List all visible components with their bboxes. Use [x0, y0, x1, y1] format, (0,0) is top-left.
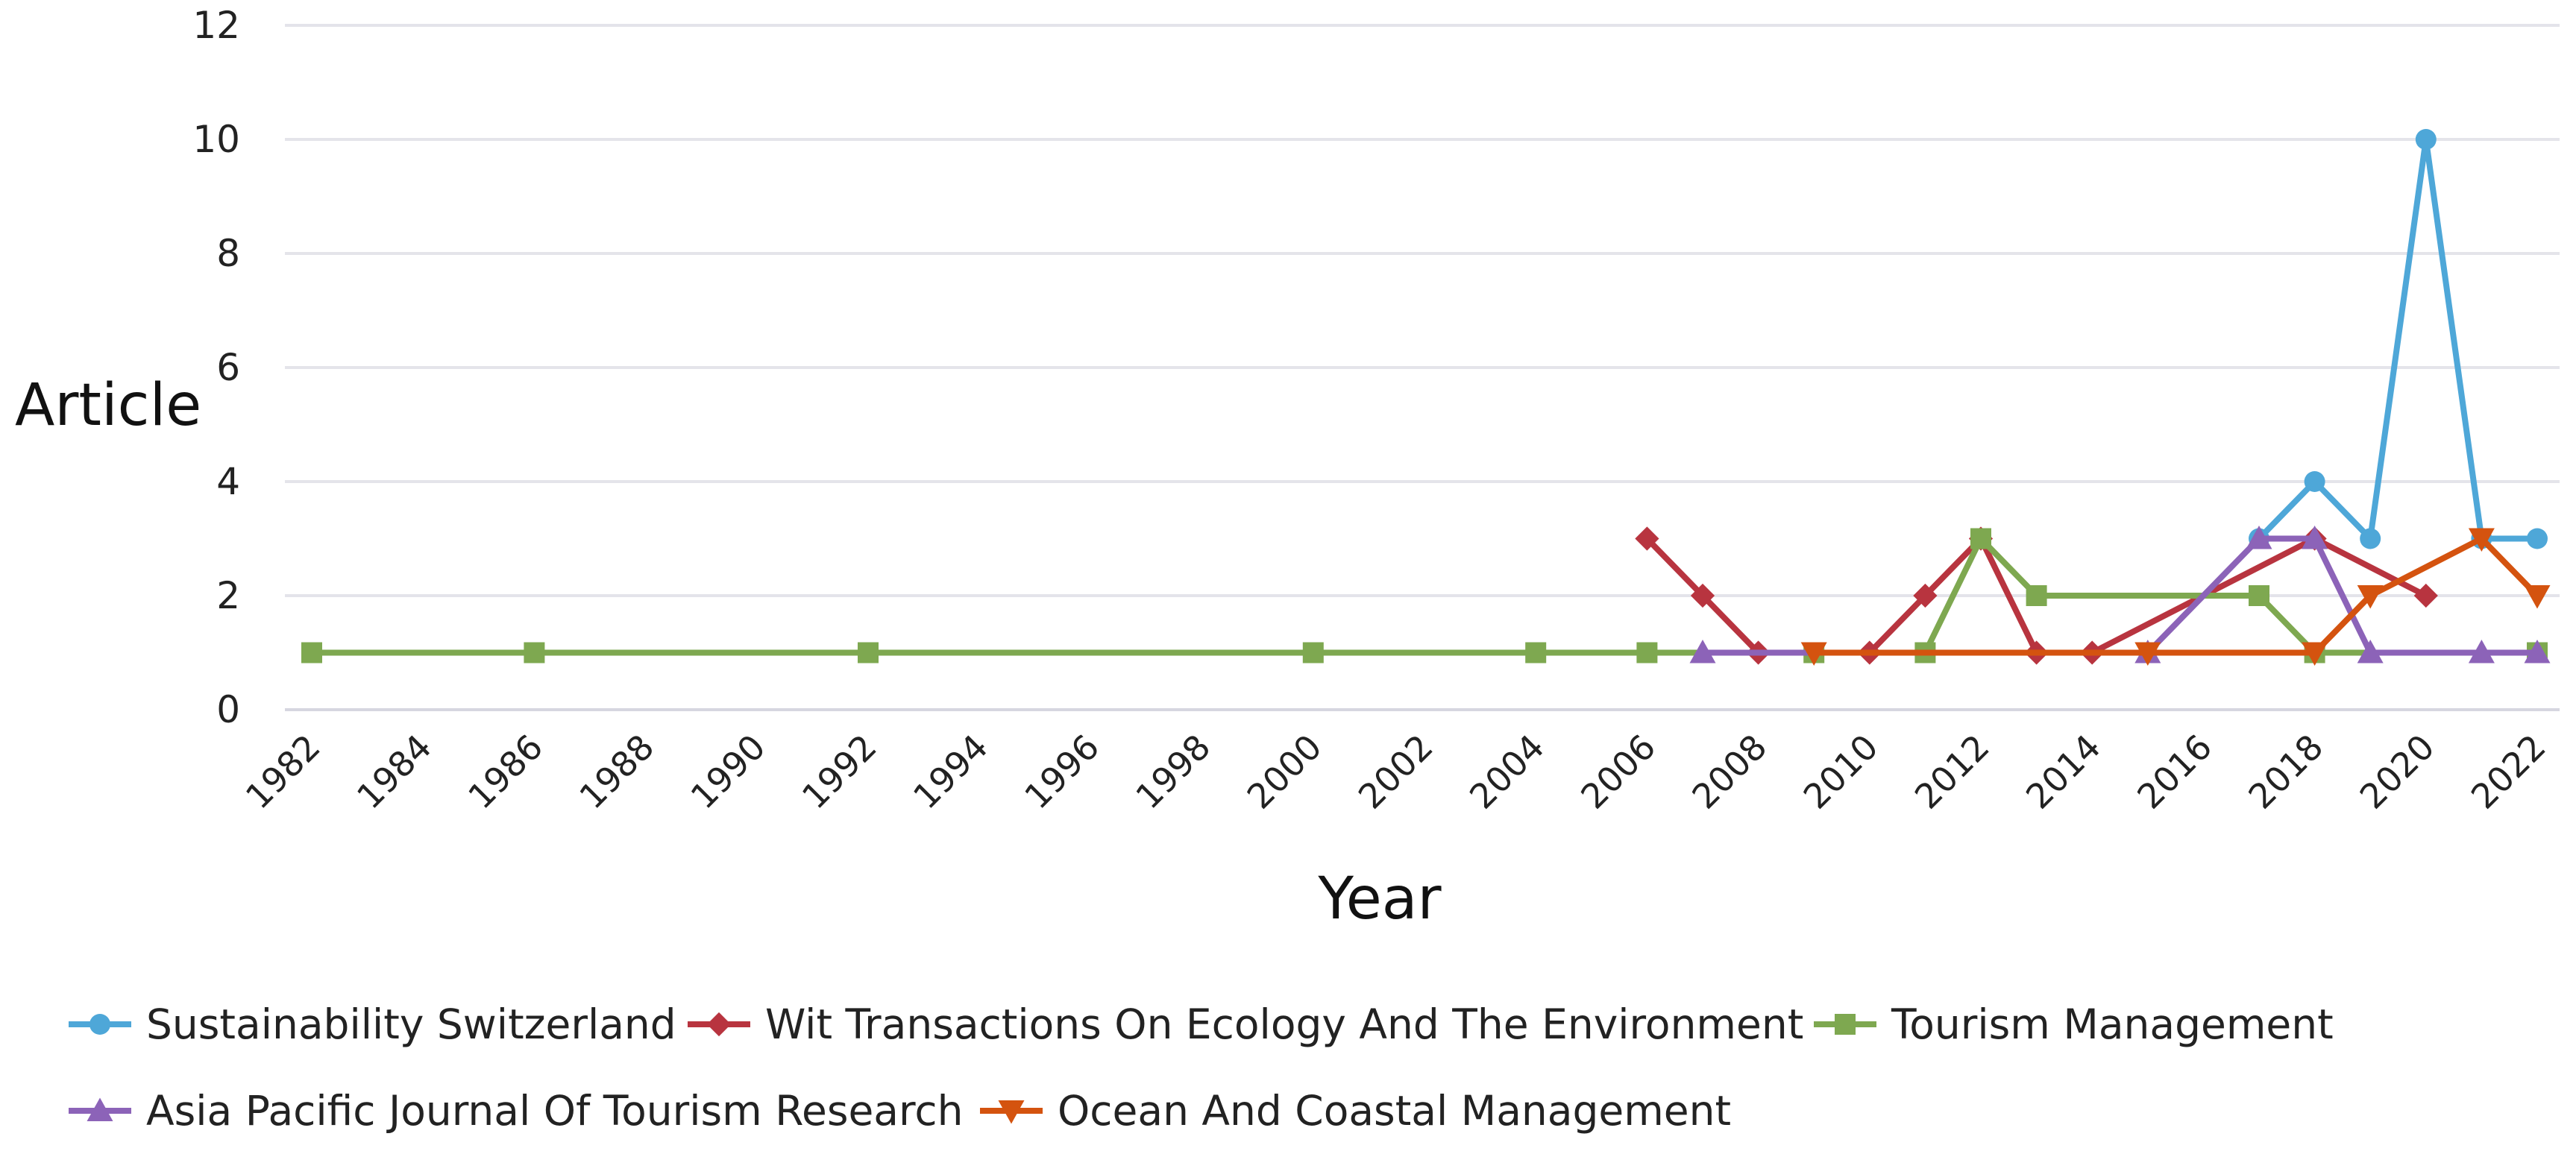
series	[301, 129, 2551, 666]
triangle-down-marker	[2468, 528, 2495, 552]
x-axis-title: Year	[1317, 866, 1442, 933]
triangle-up-marker	[87, 1097, 113, 1121]
x-tick-label: 2012	[1907, 727, 1997, 817]
diamond-marker	[1913, 583, 1938, 608]
circle-marker	[2415, 129, 2437, 150]
diamond-marker	[1635, 526, 1659, 551]
series-5	[1800, 528, 2551, 666]
y-tick-label: 8	[216, 232, 240, 275]
legend-label: Tourism Management	[1891, 1000, 2334, 1048]
x-tick-label: 2016	[2129, 727, 2220, 817]
x-tick-label: 2020	[2352, 727, 2443, 817]
legend-item: Ocean And Coastal Management	[980, 1087, 1731, 1135]
x-tick-label: 2000	[1240, 727, 1330, 817]
legend: Sustainability Switzerland Wit Transactio…	[69, 1000, 2334, 1135]
triangle-up-marker	[1689, 640, 1716, 663]
x-tick-label: 1994	[905, 727, 996, 817]
legend-item: Wit Transactions On Ecology And The Envi…	[688, 1000, 1803, 1048]
legend-item: Sustainability Switzerland	[69, 1000, 676, 1048]
square-marker	[1525, 642, 1547, 663]
legend-label: Ocean And Coastal Management	[1058, 1087, 1731, 1135]
y-tick-label: 6	[216, 346, 240, 389]
circle-marker	[2360, 528, 2381, 549]
y-tick-label: 10	[192, 118, 240, 161]
x-tick-label: 2010	[1796, 727, 1886, 817]
diamond-marker	[1690, 583, 1715, 608]
triangle-up-marker	[2524, 640, 2551, 663]
x-tick-label: 1988	[571, 727, 662, 817]
triangle-down-marker	[1800, 642, 1827, 666]
triangle-down-marker	[2357, 585, 2384, 609]
square-marker	[858, 642, 879, 663]
circle-marker	[89, 1014, 110, 1035]
legend-label: Asia Pacific Journal Of Tourism Research	[146, 1087, 964, 1135]
triangle-down-marker	[2302, 642, 2328, 666]
x-tick-label: 1998	[1128, 727, 1218, 817]
triangle-down-marker	[2134, 642, 2161, 666]
x-tick-label: 1992	[794, 727, 885, 817]
x-tick-label: 1984	[349, 727, 439, 817]
diamond-marker	[706, 1012, 732, 1037]
gridlines	[285, 24, 2560, 711]
y-tick-label: 4	[216, 460, 240, 503]
x-tick-label: 2002	[1351, 727, 1441, 817]
y-axis-ticks: 0 2 4 6 8 10 12	[192, 4, 240, 731]
x-tick-label: 1990	[683, 727, 773, 817]
x-tick-label: 2004	[1462, 727, 1552, 817]
series-1	[2249, 129, 2548, 549]
triangle-down-marker	[2524, 585, 2551, 609]
square-marker	[2249, 585, 2269, 606]
triangle-down-marker	[998, 1100, 1025, 1124]
diamond-marker	[2413, 583, 2438, 608]
x-tick-label: 2018	[2240, 727, 2331, 817]
legend-item: Tourism Management	[1814, 1000, 2334, 1048]
x-axis-ticks: 1982 1984 1986 1988 1990 1992 1994 1996 1998 2000…	[238, 727, 2554, 817]
x-tick-label: 1996	[1017, 727, 1107, 817]
y-tick-label: 12	[192, 4, 240, 47]
circle-marker	[2304, 471, 2325, 492]
triangle-up-marker	[2246, 526, 2272, 549]
triangle-up-marker	[2468, 640, 2495, 663]
series-line	[2256, 136, 2540, 542]
circle-marker	[2527, 528, 2548, 549]
legend-label: Wit Transactions On Ecology And The Envi…	[765, 1000, 1803, 1048]
x-tick-label: 2008	[1684, 727, 1774, 817]
y-tick-label: 0	[216, 688, 240, 731]
x-tick-label: 1986	[460, 727, 550, 817]
y-axis-title: Article	[15, 372, 201, 439]
legend-label: Sustainability Switzerland	[146, 1000, 676, 1048]
square-marker	[1302, 642, 1324, 663]
series-line	[1811, 535, 2540, 656]
triangle-up-marker	[2357, 640, 2384, 663]
square-marker	[524, 642, 545, 663]
x-tick-label: 2022	[2463, 727, 2554, 817]
legend-item: Asia Pacific Journal Of Tourism Research	[69, 1087, 964, 1135]
square-marker	[1970, 528, 1991, 549]
x-tick-label: 2006	[1573, 727, 1663, 817]
square-marker	[301, 642, 322, 663]
x-tick-label: 2014	[2018, 727, 2108, 817]
triangle-up-marker	[2302, 526, 2328, 549]
y-tick-label: 2	[216, 574, 240, 617]
square-marker	[2026, 585, 2047, 606]
square-marker	[1636, 642, 1658, 663]
square-marker	[1835, 1014, 1856, 1035]
x-tick-label: 1982	[238, 727, 328, 817]
